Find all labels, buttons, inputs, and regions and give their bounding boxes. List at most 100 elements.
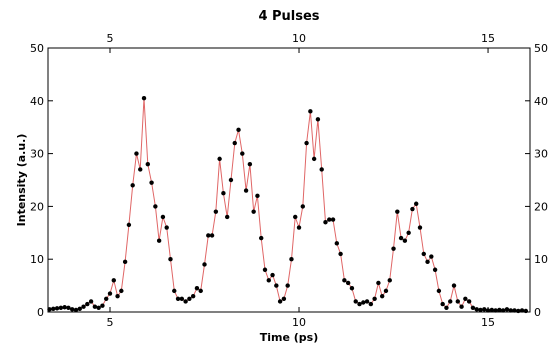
data-point (300, 204, 305, 209)
y-tick-label-right: 10 (534, 253, 548, 266)
data-point (96, 305, 101, 310)
data-point (391, 246, 396, 251)
data-point (379, 293, 385, 299)
data-point (406, 230, 411, 235)
data-point (466, 299, 472, 304)
data-point (190, 293, 196, 299)
data-point (62, 305, 67, 310)
data-point (436, 288, 442, 294)
data-point (281, 296, 287, 301)
data-point (107, 291, 113, 296)
data-point (51, 306, 56, 312)
data-point (304, 140, 309, 146)
data-point (512, 308, 517, 313)
data-point (232, 140, 237, 146)
data-point (334, 241, 340, 246)
data-point (482, 307, 487, 312)
data-point (164, 225, 169, 230)
data-point (270, 272, 275, 278)
data-point (119, 288, 124, 294)
data-point (383, 288, 389, 294)
data-point (387, 278, 392, 283)
data-point (247, 161, 253, 167)
data-point (364, 299, 370, 304)
data-point (489, 307, 495, 313)
x-tick-label: 5 (106, 316, 113, 329)
data-point (293, 214, 298, 220)
y-tick-label-right: 50 (534, 42, 548, 55)
data-point (296, 225, 302, 230)
data-point (183, 299, 188, 304)
data-point (470, 305, 476, 310)
data-point (368, 301, 374, 307)
data-point (497, 307, 502, 313)
data-point (451, 283, 457, 288)
data-point (429, 254, 434, 259)
x-tick-label-top: 15 (481, 32, 495, 45)
data-point (115, 293, 120, 299)
data-point (243, 188, 249, 193)
data-point (289, 257, 294, 262)
data-point (172, 288, 177, 294)
data-point (516, 308, 521, 314)
data-point (153, 204, 158, 209)
data-point (508, 308, 513, 313)
data-point (156, 238, 162, 243)
data-point (262, 267, 268, 272)
y-tick-label: 0 (37, 306, 44, 319)
data-point (92, 304, 98, 309)
data-point (414, 201, 419, 206)
data-point (187, 296, 192, 301)
y-tick-label-right: 30 (534, 148, 548, 161)
data-point (330, 217, 336, 222)
data-point (58, 305, 64, 310)
data-point (474, 307, 479, 312)
x-tick-label: 15 (481, 316, 495, 329)
data-point (145, 161, 151, 167)
data-point (160, 214, 166, 220)
data-point (319, 167, 324, 172)
data-point (266, 278, 271, 283)
y-tick-label: 10 (30, 253, 44, 266)
data-point (194, 286, 200, 291)
data-point (323, 220, 328, 225)
data-point (179, 296, 185, 301)
data-point (523, 308, 529, 314)
data-point (274, 283, 279, 288)
data-point (478, 307, 483, 313)
data-point (134, 151, 139, 156)
data-point (54, 306, 60, 311)
data-point (463, 296, 468, 301)
data-point (217, 156, 222, 162)
x-axis-label: Time (ps) (260, 331, 319, 344)
data-point (251, 209, 256, 214)
data-point (395, 209, 400, 214)
data-point (500, 308, 506, 313)
data-point (327, 217, 332, 222)
x-tick-label: 10 (292, 316, 306, 329)
data-point (455, 299, 460, 304)
data-point (440, 301, 445, 307)
data-point (519, 308, 525, 313)
data-point (459, 304, 464, 309)
data-line (49, 98, 526, 312)
y-tick-label-right: 40 (534, 95, 548, 108)
data-point (308, 109, 313, 114)
data-point (402, 238, 408, 243)
x-tick-label-top: 5 (106, 32, 113, 45)
plot-frame (47, 47, 531, 313)
data-point (342, 278, 347, 283)
data-point (100, 303, 105, 308)
data-point (338, 251, 343, 257)
data-point (357, 301, 362, 307)
data-point (432, 267, 438, 272)
data-point (236, 127, 241, 133)
data-point (417, 225, 423, 230)
data-point (224, 214, 230, 220)
data-point (141, 95, 147, 101)
data-point (259, 235, 264, 241)
data-point (361, 300, 366, 305)
data-point (493, 308, 498, 313)
data-point (122, 259, 128, 265)
